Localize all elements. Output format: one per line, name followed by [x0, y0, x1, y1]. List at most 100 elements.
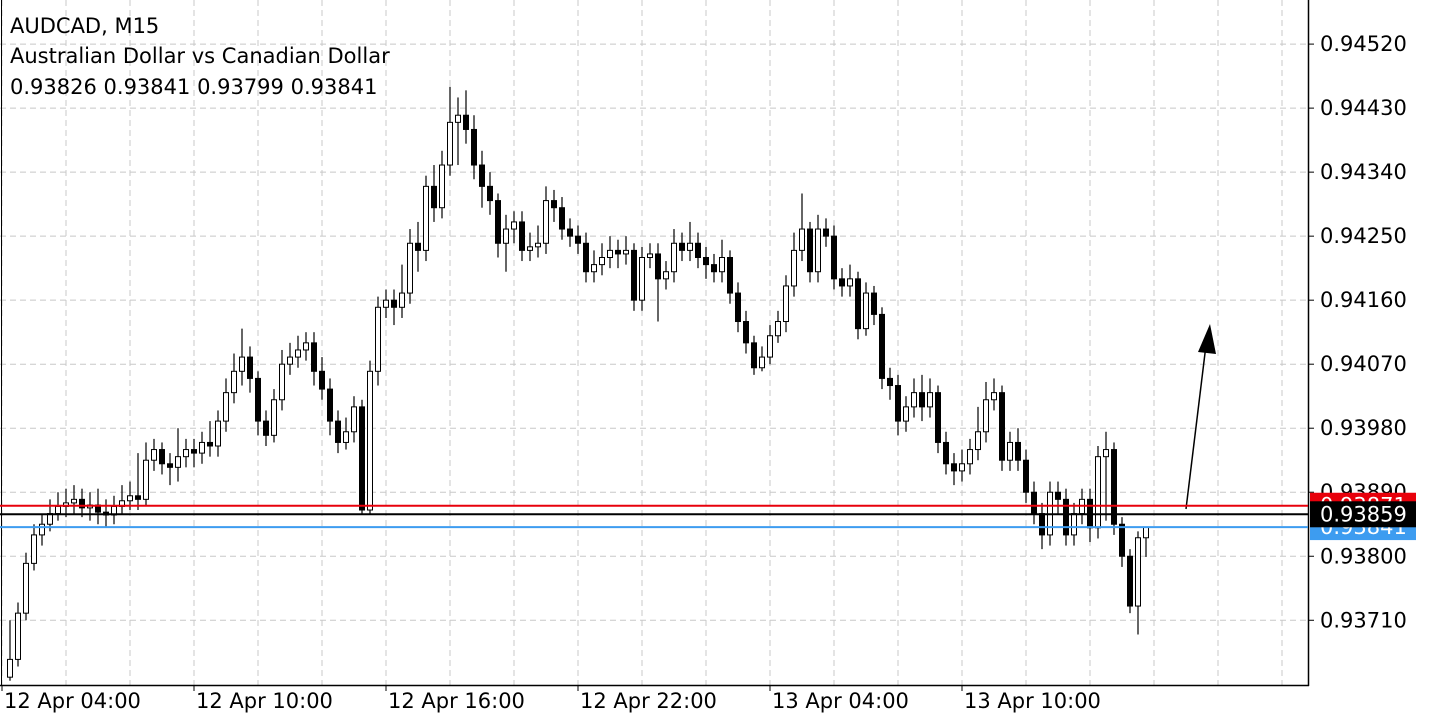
candle-body	[1119, 523, 1125, 557]
candle-body	[575, 235, 581, 244]
ohlc-open: 0.93826	[10, 75, 97, 99]
ohlc-readout: 0.93826 0.93841 0.93799 0.93841	[10, 75, 377, 99]
candle-body	[367, 370, 373, 511]
candle-body	[855, 278, 861, 330]
candle-body	[663, 271, 669, 280]
candle-body	[615, 249, 621, 255]
x-tick-label: 12 Apr 22:00	[580, 689, 717, 713]
candle-body	[503, 228, 509, 244]
y-tick-label: 0.94070	[1320, 352, 1407, 376]
candle-body	[735, 292, 741, 323]
ohlc-low: 0.93799	[197, 75, 284, 99]
candle-body	[151, 449, 157, 461]
candle-body	[1015, 441, 1021, 461]
candle-body	[631, 249, 637, 301]
candle-body	[967, 449, 973, 465]
chart-subtitle: Australian Dollar vs Canadian Dollar	[10, 44, 390, 68]
candle-body	[823, 228, 829, 237]
candle-body	[623, 249, 629, 255]
candle-body	[879, 313, 885, 379]
candle-body	[79, 498, 85, 509]
candle-body	[431, 185, 437, 209]
candle-body	[287, 356, 293, 365]
candle-body	[23, 562, 29, 614]
candle-body	[911, 392, 917, 408]
x-tick-label: 12 Apr 10:00	[196, 689, 333, 713]
grid	[0, 0, 1314, 691]
candle-body	[327, 388, 333, 422]
candle-body	[199, 441, 205, 454]
candle-body	[831, 235, 837, 280]
candle-body	[719, 256, 725, 273]
candle-body	[1031, 491, 1037, 515]
candle-body	[895, 385, 901, 422]
candle-body	[407, 242, 413, 294]
candle-body	[319, 370, 325, 390]
candle-body	[391, 299, 397, 308]
candle-body	[727, 256, 733, 294]
arrow-head	[1198, 324, 1216, 354]
y-tick-label: 0.94250	[1320, 224, 1407, 248]
candle-body	[55, 505, 61, 515]
candle-body	[399, 292, 405, 308]
candle-body	[191, 449, 197, 454]
candle-body	[1127, 555, 1133, 607]
candle-body	[767, 335, 773, 358]
candle-body	[167, 463, 173, 468]
candle-body	[1039, 513, 1045, 536]
price-label: 0.93859	[1320, 502, 1407, 526]
ohlc-high: 0.93841	[104, 75, 191, 99]
candle-body	[71, 498, 77, 504]
candle-body	[695, 242, 701, 258]
candle-body	[807, 228, 813, 273]
candle-body	[743, 321, 749, 344]
candle-body	[959, 463, 965, 472]
candle-body	[703, 256, 709, 266]
candle-body	[583, 242, 589, 273]
candle-body	[999, 392, 1005, 461]
candle-body	[863, 292, 869, 330]
candle-body	[903, 406, 909, 422]
candle-body	[159, 449, 165, 465]
candle-body	[127, 495, 133, 502]
y-tick-label: 0.94340	[1320, 160, 1407, 184]
x-tick-label: 13 Apr 04:00	[772, 689, 909, 713]
y-tick-label: 0.94520	[1320, 32, 1407, 56]
candle-body	[487, 185, 493, 202]
candle-body	[439, 164, 445, 209]
candle-body	[383, 299, 389, 308]
candle-body	[359, 406, 365, 511]
candle-body	[887, 377, 893, 387]
candle-body	[351, 406, 357, 433]
candle-body	[1023, 459, 1029, 493]
candle-body	[247, 356, 253, 379]
price-label-box	[1310, 501, 1416, 528]
candle-body	[1143, 526, 1149, 539]
candle-body	[759, 356, 765, 369]
candle-body	[567, 228, 573, 237]
candle-body	[303, 342, 309, 351]
candle-body	[423, 185, 429, 251]
candle-body	[511, 221, 517, 230]
x-tick-label: 12 Apr 16:00	[388, 689, 525, 713]
candle-body	[775, 321, 781, 337]
candle-body	[455, 114, 461, 123]
candle-body	[799, 228, 805, 251]
candle-body	[607, 249, 613, 258]
y-tick-label: 0.93980	[1320, 416, 1407, 440]
candle-body	[599, 256, 605, 266]
candle-body	[839, 278, 845, 287]
candle-body	[935, 392, 941, 443]
candle-body	[791, 249, 797, 287]
candle-body	[647, 253, 653, 258]
candle-body	[1103, 449, 1109, 458]
candle-body	[15, 612, 21, 660]
y-tick-label: 0.93710	[1320, 608, 1407, 632]
candle-body	[215, 420, 221, 447]
candle-body	[551, 200, 557, 209]
candle-body	[135, 495, 141, 500]
candle-body	[559, 207, 565, 230]
trend-arrow	[1185, 324, 1216, 510]
candle-body	[751, 342, 757, 369]
candle-body	[1095, 456, 1101, 529]
